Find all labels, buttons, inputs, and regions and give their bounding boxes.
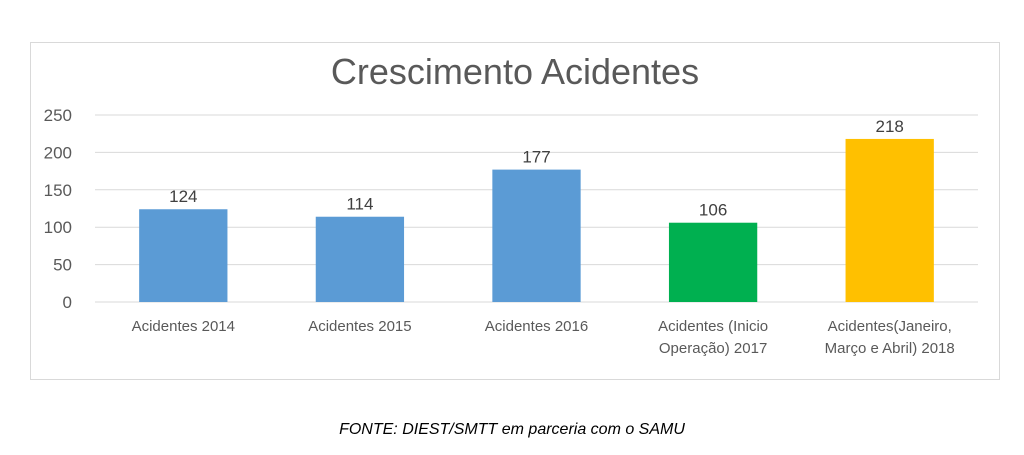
y-tick-label: 0 (63, 293, 72, 312)
data-label: 124 (169, 187, 197, 206)
x-tick-label: Acidentes 2016 (485, 318, 588, 335)
bar-chart: Crescimento Acidentes 0 50 100 150 200 250 124… (44, 51, 978, 357)
source-note: FONTE: DIEST/SMTT em parceria com o SAMU (339, 421, 685, 438)
data-label: 114 (346, 195, 373, 214)
bar (492, 169, 581, 302)
y-tick-label: 200 (44, 143, 72, 162)
chart-title: Crescimento Acidentes (331, 51, 699, 92)
bar (668, 222, 758, 302)
data-label: 177 (522, 148, 550, 167)
bar (315, 216, 405, 302)
x-tick-label: Acidentes 2015 (308, 318, 411, 335)
x-tick-label: Acidentes(Janeiro, (828, 318, 952, 335)
data-label: 218 (876, 117, 904, 136)
y-tick-label: 250 (44, 106, 72, 125)
y-tick-label: 50 (53, 256, 72, 275)
x-tick-label: Acidentes (Inicio (658, 318, 768, 335)
data-label: 106 (699, 201, 727, 220)
y-tick-label: 150 (44, 181, 72, 200)
x-tick-label: Março e Abril) 2018 (825, 340, 955, 357)
x-tick-label: Operação) 2017 (659, 340, 767, 357)
bar (845, 138, 934, 302)
x-tick-label: Acidentes 2014 (132, 318, 235, 335)
bar (139, 209, 228, 302)
y-tick-label: 100 (44, 218, 72, 237)
